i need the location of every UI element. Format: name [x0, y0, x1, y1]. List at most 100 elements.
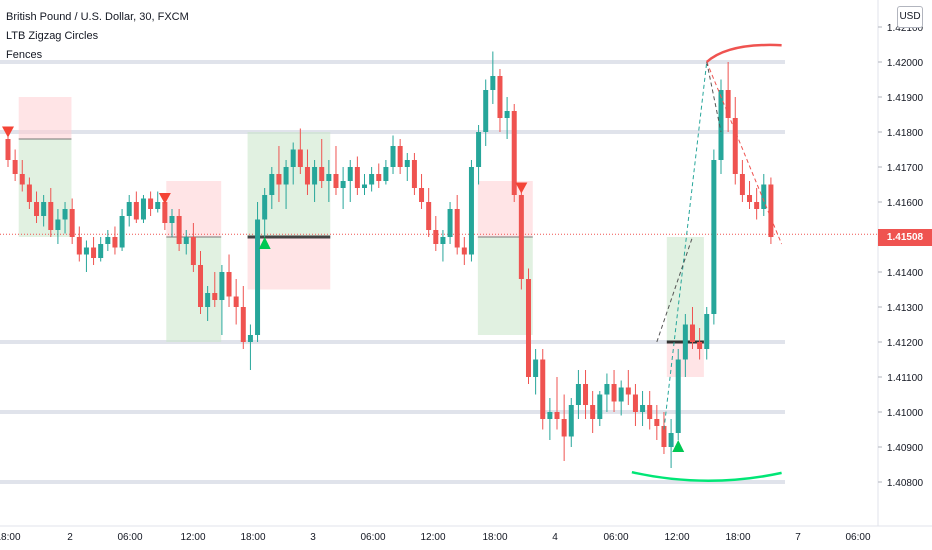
candle-body	[625, 387, 631, 395]
candle-body	[668, 433, 674, 447]
candle-body	[547, 412, 553, 419]
time-tick-label: 12:00	[664, 532, 689, 543]
candle-body	[426, 202, 432, 230]
candle-body	[447, 209, 453, 237]
candle-body	[468, 167, 474, 255]
candle-body	[362, 184, 367, 188]
candle-body	[326, 174, 332, 181]
candle-body	[41, 202, 47, 216]
candle-body	[240, 307, 246, 342]
candle-body	[83, 247, 89, 255]
candle-body	[91, 247, 97, 258]
candle-body	[689, 324, 695, 342]
sell-marker-icon	[2, 126, 14, 138]
sell-marker-icon	[515, 182, 528, 194]
candle-body	[768, 184, 774, 237]
candle-body	[647, 405, 653, 419]
candle-body	[525, 279, 531, 377]
candle-body	[504, 111, 510, 118]
candle-body	[739, 174, 745, 195]
candle-body	[754, 202, 760, 209]
legend-indicator-fences: Fences	[6, 49, 43, 61]
candle-body	[255, 219, 261, 335]
currency-label[interactable]: USD	[897, 6, 923, 28]
candle-body	[440, 237, 446, 244]
candle-body	[747, 195, 753, 202]
price-tick-label: 1.41600	[887, 198, 924, 209]
candle-body	[476, 132, 482, 167]
candle-body	[169, 216, 175, 223]
candle-body	[640, 405, 646, 412]
price-tick-label: 1.40900	[887, 443, 924, 454]
candle-body	[34, 202, 40, 216]
candle-body	[119, 216, 125, 248]
time-tick-label: 2	[67, 532, 73, 543]
buy-marker-icon	[672, 440, 685, 452]
candle-body	[26, 184, 32, 202]
candle-body	[618, 387, 624, 402]
time-tick-label: 18:00	[240, 532, 265, 543]
candle-body	[5, 139, 11, 160]
sell-marker-icon	[158, 193, 171, 204]
candle-body	[347, 167, 353, 181]
candle-body	[319, 167, 325, 181]
candle-body	[376, 174, 382, 181]
candle-body	[297, 149, 303, 167]
candle-body	[283, 167, 289, 185]
price-tick-label: 1.41000	[887, 408, 924, 419]
candle-body	[233, 296, 239, 307]
time-tick-label: 12:00	[180, 532, 205, 543]
candle-body	[269, 174, 275, 195]
price-axis-bg	[878, 0, 932, 550]
candle-body	[411, 160, 417, 188]
candle-body	[133, 202, 139, 220]
candle-body	[511, 111, 517, 195]
candle-body	[112, 237, 118, 248]
candle-body	[312, 167, 318, 185]
price-tick-label: 1.41700	[887, 163, 924, 174]
candle-body	[725, 90, 731, 118]
candle-body	[761, 184, 767, 209]
candle-body	[55, 219, 61, 230]
candle-body	[69, 209, 75, 237]
legend-indicator-zigzag: LTB Zigzag Circles	[6, 30, 99, 42]
price-tick-label: 1.41400	[887, 268, 924, 279]
candle-body	[632, 394, 638, 412]
time-tick-label: 18:00	[725, 532, 750, 543]
candle-body	[148, 198, 154, 209]
candle-body	[98, 244, 104, 258]
time-tick-label: 12:00	[420, 532, 445, 543]
candle-body	[390, 146, 396, 167]
time-tick-label: 3	[310, 532, 316, 543]
candle-body	[155, 202, 161, 209]
candle-body	[568, 405, 574, 437]
price-tick-label: 1.42000	[887, 58, 924, 69]
buy-marker-icon	[258, 237, 271, 249]
candle-body	[661, 426, 667, 447]
chart-legend: British Pound / U.S. Dollar, 30, FXCM LT…	[6, 8, 189, 65]
candle-body	[583, 384, 589, 405]
candle-body	[575, 384, 581, 405]
time-tick-label: 06:00	[845, 532, 870, 543]
candle-body	[590, 405, 596, 419]
candle-body	[262, 195, 268, 220]
candle-body	[461, 247, 467, 255]
price-tick-label: 1.41300	[887, 303, 924, 314]
candle-body	[597, 394, 603, 419]
zigzag-circle-bottom	[631, 470, 782, 483]
candle-body	[219, 272, 225, 300]
candle-body	[704, 314, 710, 349]
time-axis-bg	[0, 526, 932, 550]
zigzag-box	[18, 97, 72, 139]
candle-body	[419, 188, 425, 202]
zigzag-box	[18, 139, 72, 237]
candle-body	[454, 209, 460, 248]
candle-body	[404, 160, 410, 167]
price-tick-label: 1.41900	[887, 93, 924, 104]
time-tick-label: 06:00	[360, 532, 385, 543]
candle-body	[205, 293, 211, 307]
zigzag-circle-top	[705, 43, 782, 63]
projection-line	[663, 61, 708, 430]
candle-body	[76, 237, 82, 255]
